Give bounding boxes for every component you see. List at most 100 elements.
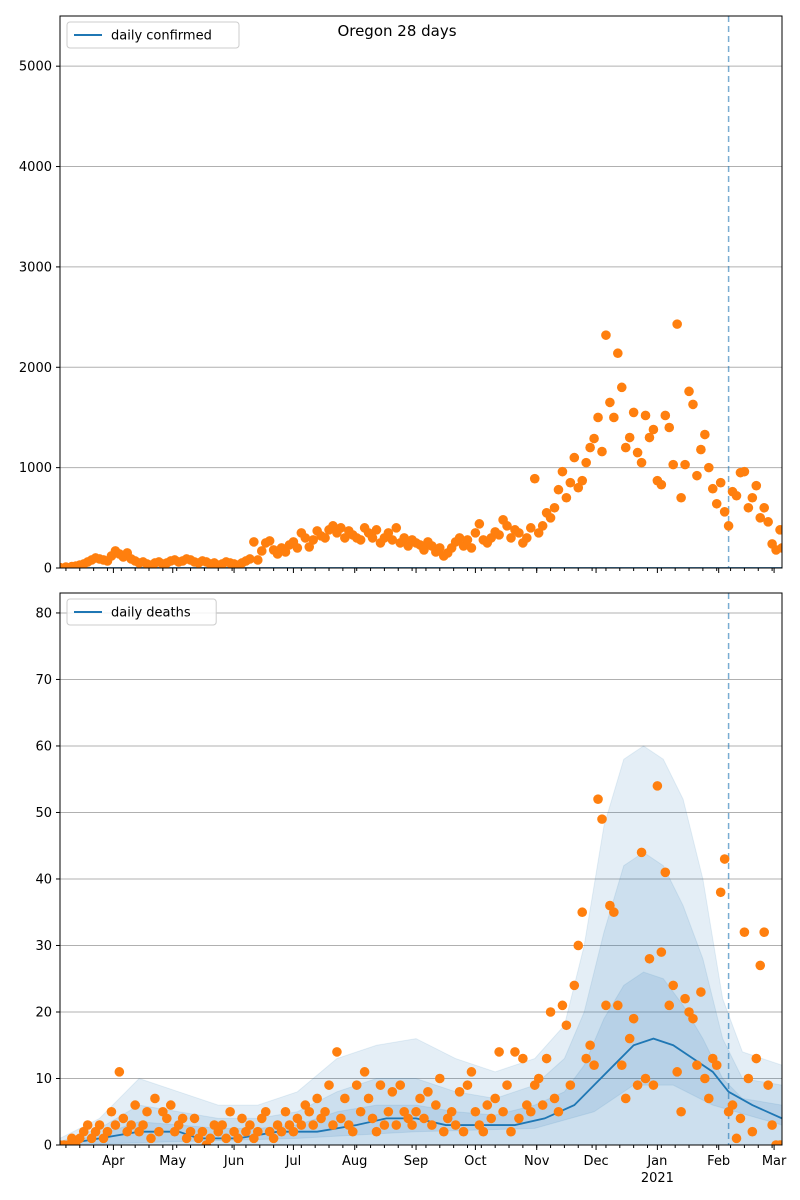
data-point bbox=[332, 1047, 342, 1057]
year-label: 2021 bbox=[641, 1171, 674, 1186]
data-point bbox=[525, 523, 536, 533]
x-tick-label: May bbox=[159, 1154, 186, 1169]
data-point bbox=[162, 1113, 172, 1124]
data-point bbox=[308, 535, 318, 545]
data-point bbox=[553, 484, 564, 495]
data-point bbox=[154, 1126, 164, 1137]
data-point bbox=[106, 1106, 117, 1117]
y-tick-label: 10 bbox=[35, 1072, 52, 1087]
data-point bbox=[165, 1100, 176, 1110]
data-point bbox=[351, 1080, 362, 1090]
data-point bbox=[533, 1073, 544, 1084]
data-point bbox=[94, 1120, 105, 1130]
data-point bbox=[506, 1126, 516, 1137]
data-point bbox=[676, 1106, 686, 1117]
data-point bbox=[585, 1040, 595, 1051]
data-point bbox=[336, 523, 346, 533]
data-point bbox=[462, 1080, 473, 1090]
data-point bbox=[533, 528, 544, 538]
data-point bbox=[355, 535, 366, 545]
data-point bbox=[747, 1126, 758, 1137]
data-point bbox=[110, 1120, 121, 1130]
data-point bbox=[518, 1053, 528, 1064]
confidence-band bbox=[60, 971, 782, 1145]
data-point bbox=[114, 1067, 125, 1077]
y-tick-label: 50 bbox=[35, 806, 52, 821]
data-point bbox=[696, 444, 706, 455]
data-point bbox=[328, 521, 338, 531]
data-point bbox=[525, 1106, 536, 1117]
x-tick-label: Mar bbox=[762, 1154, 787, 1169]
x-tick-label: Dec bbox=[583, 1154, 608, 1169]
data-point bbox=[684, 386, 694, 397]
data-point bbox=[427, 1120, 437, 1130]
bottom-panel: 0 10 20 30 40 50 60 70 80 Apr May Jun Jul Aug Sep Oct No… bbox=[35, 592, 787, 1186]
data-point bbox=[656, 479, 667, 490]
y-tick-label: 0 bbox=[44, 562, 52, 577]
data-point bbox=[320, 533, 330, 543]
data-point bbox=[367, 533, 378, 543]
data-point bbox=[727, 1100, 738, 1110]
data-point bbox=[466, 543, 477, 553]
legend-label: daily deaths bbox=[111, 606, 191, 621]
data-point bbox=[138, 1120, 148, 1130]
data-point bbox=[363, 1093, 374, 1104]
data-point bbox=[688, 1013, 698, 1024]
x-tick-label: Aug bbox=[342, 1154, 367, 1169]
data-point bbox=[308, 1120, 318, 1130]
data-point bbox=[751, 1053, 762, 1064]
data-point bbox=[514, 528, 524, 538]
data-point bbox=[688, 399, 698, 410]
data-point bbox=[755, 513, 766, 523]
data-point bbox=[359, 1067, 370, 1077]
data-point bbox=[692, 470, 702, 481]
data-point bbox=[296, 1120, 307, 1130]
y-tick-label: 60 bbox=[35, 739, 52, 754]
data-point bbox=[379, 1120, 390, 1130]
data-point bbox=[189, 1113, 200, 1124]
data-point bbox=[616, 1060, 627, 1070]
data-point bbox=[478, 1126, 489, 1137]
data-point bbox=[573, 482, 584, 493]
data-point bbox=[454, 1086, 465, 1097]
data-point bbox=[470, 1106, 481, 1117]
data-point bbox=[731, 490, 742, 501]
y-tick-label: 2000 bbox=[19, 361, 52, 376]
data-point bbox=[470, 528, 481, 538]
confidence-band bbox=[60, 851, 782, 1145]
data-point bbox=[553, 1106, 564, 1117]
data-point bbox=[672, 1067, 682, 1077]
data-point bbox=[288, 1126, 299, 1137]
data-point bbox=[336, 1113, 346, 1124]
data-point bbox=[450, 1120, 461, 1130]
data-point bbox=[561, 1020, 572, 1031]
data-point bbox=[320, 1106, 330, 1117]
data-point bbox=[613, 1000, 623, 1011]
data-point bbox=[747, 492, 758, 503]
data-point bbox=[537, 521, 548, 531]
top-panel: 0 1000 2000 3000 4000 5000 daily confirmed bbox=[19, 15, 783, 577]
y-tick-label: 5000 bbox=[19, 60, 52, 75]
data-point bbox=[391, 1120, 402, 1130]
data-point bbox=[549, 1093, 560, 1104]
data-point bbox=[217, 1120, 228, 1130]
data-point bbox=[569, 980, 580, 991]
data-point bbox=[731, 1133, 742, 1144]
data-point bbox=[304, 542, 315, 552]
data-point bbox=[185, 1126, 196, 1137]
data-point bbox=[632, 447, 643, 458]
data-point bbox=[775, 1140, 782, 1145]
data-point bbox=[205, 1133, 216, 1144]
data-point bbox=[704, 1093, 714, 1104]
data-point bbox=[585, 442, 595, 453]
data-point bbox=[664, 422, 675, 433]
data-point bbox=[454, 533, 465, 543]
data-point bbox=[545, 1007, 556, 1017]
data-point bbox=[367, 1113, 378, 1124]
data-point bbox=[434, 543, 445, 553]
data-point bbox=[411, 1106, 421, 1117]
data-point bbox=[387, 535, 398, 545]
data-point bbox=[660, 867, 671, 878]
data-point bbox=[498, 1106, 508, 1117]
